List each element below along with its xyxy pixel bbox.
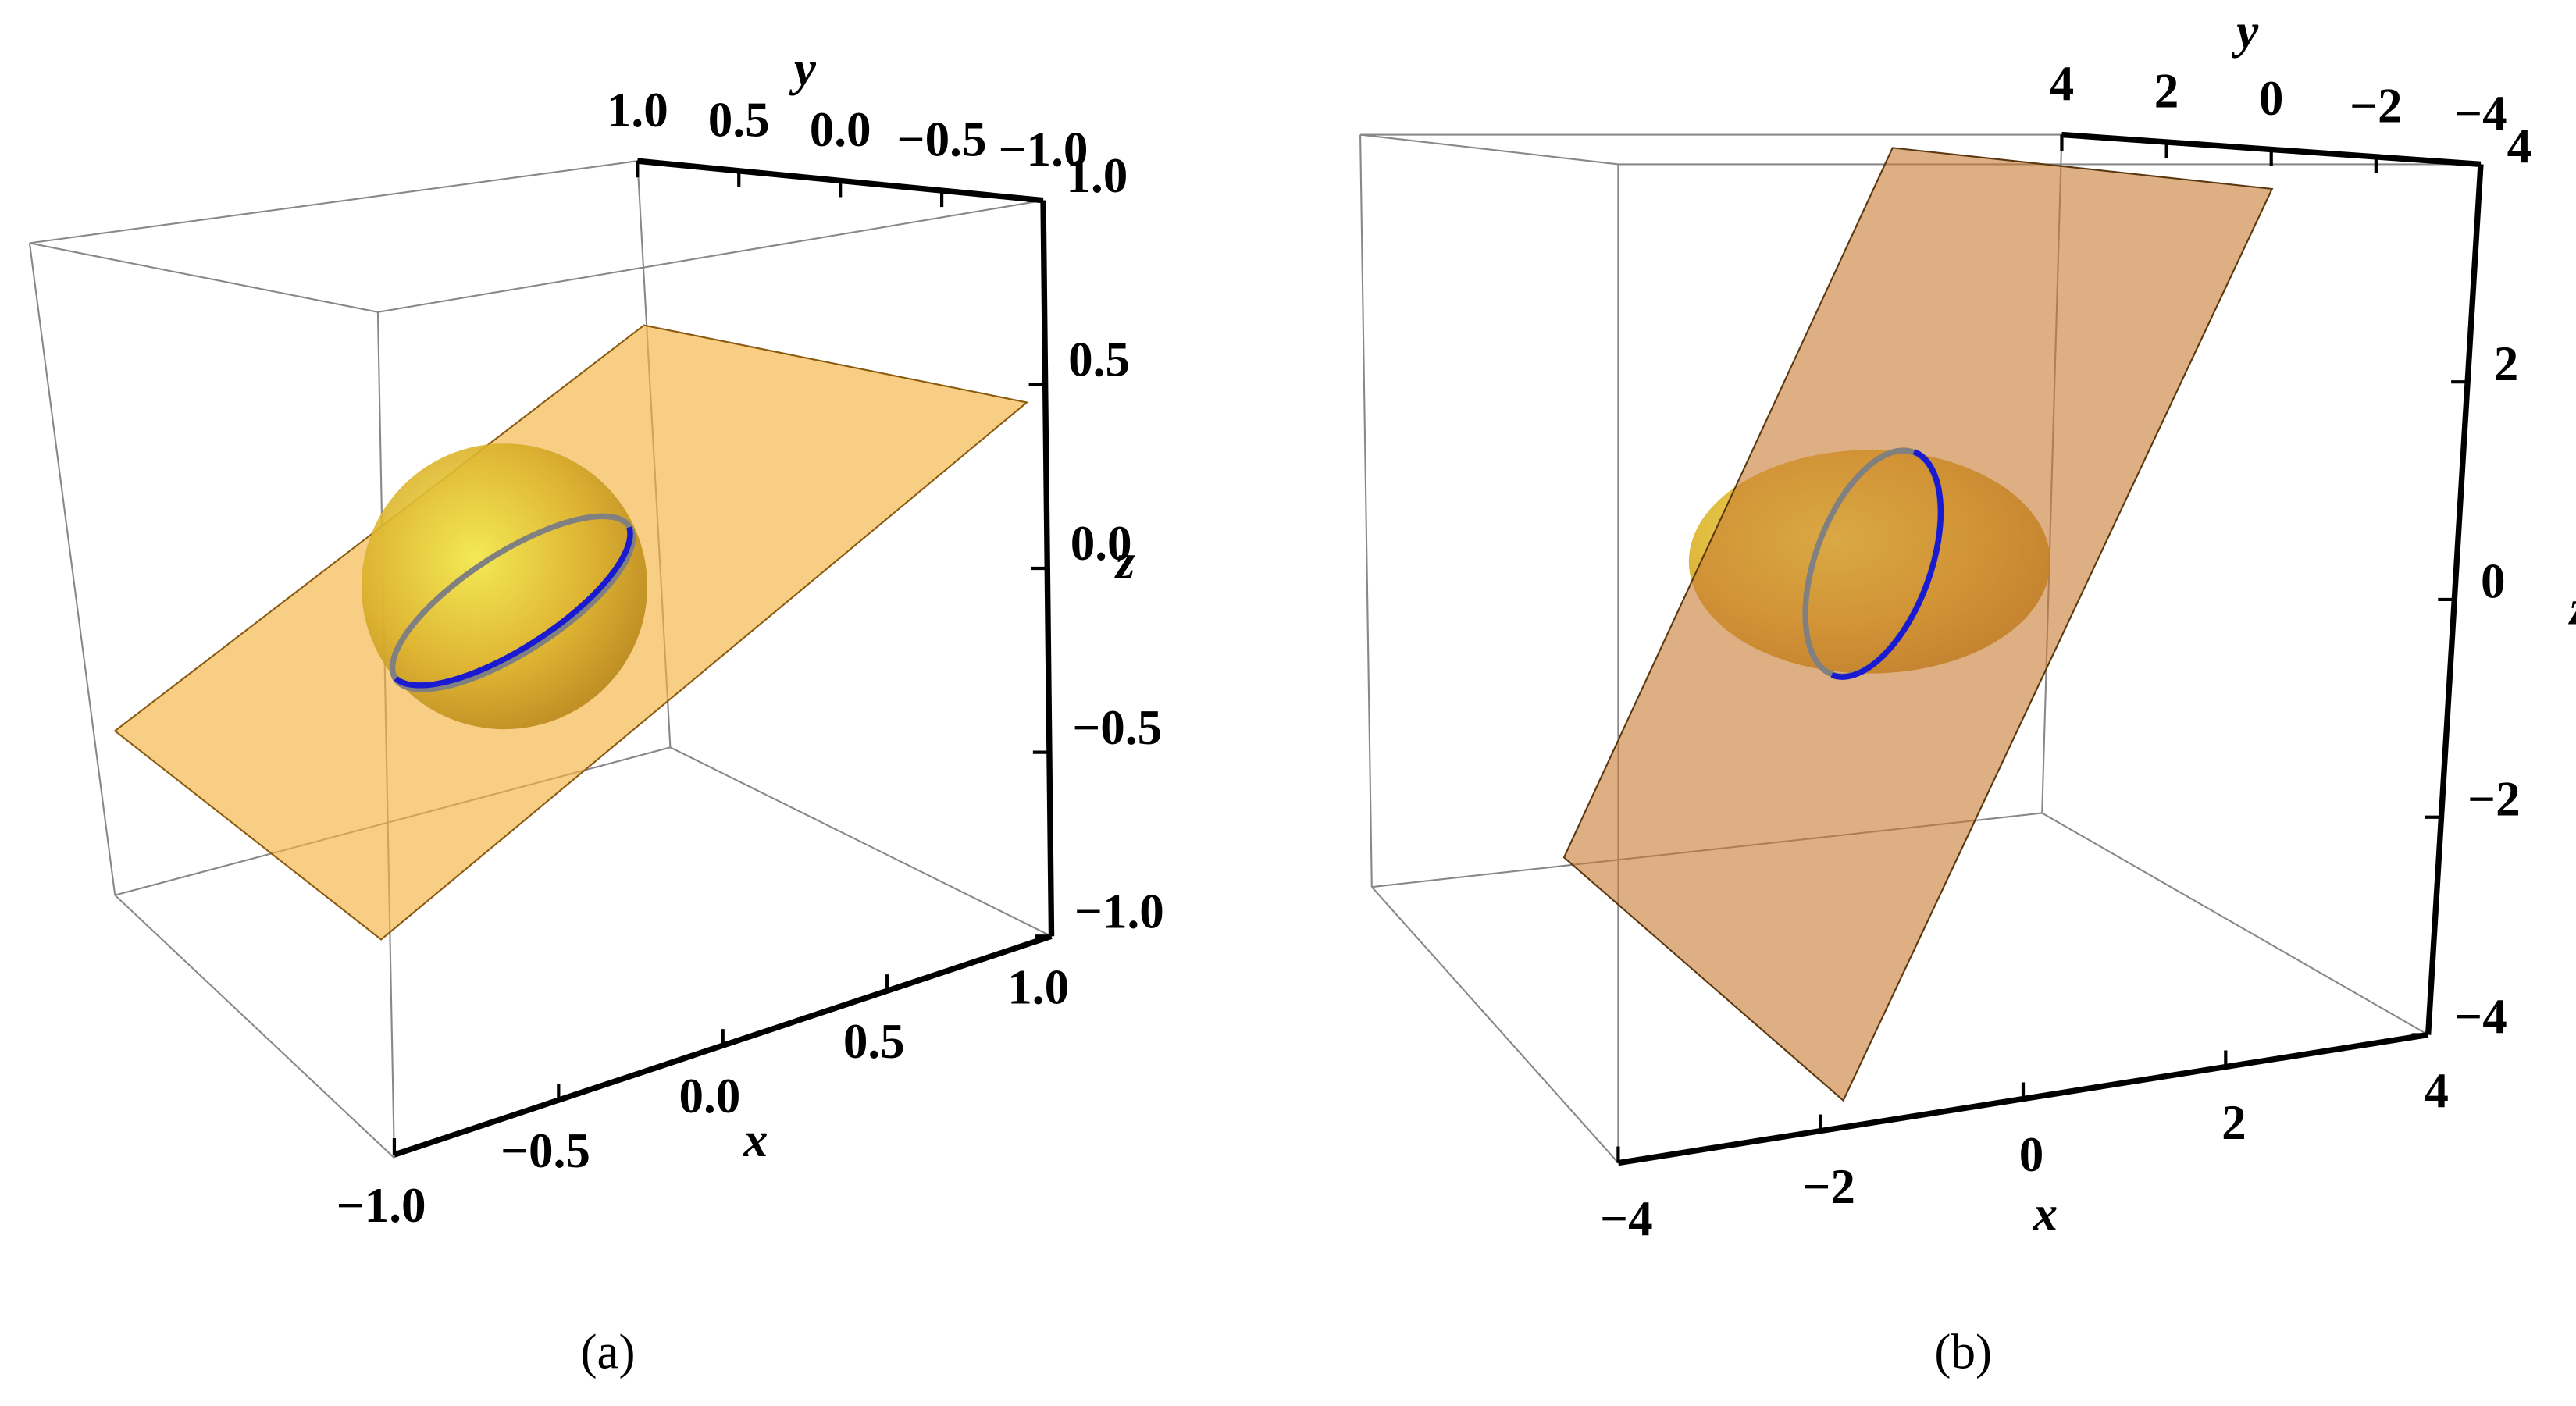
z-tick-label: 4 bbox=[2507, 119, 2532, 173]
x-tick-label: −1.0 bbox=[337, 1178, 426, 1233]
sphere bbox=[361, 443, 647, 730]
caption: (b) bbox=[1934, 1324, 1992, 1379]
intersection-back bbox=[389, 513, 636, 692]
x-tick-label: 0 bbox=[2019, 1127, 2044, 1182]
y-axis-label: y bbox=[2231, 4, 2259, 59]
y-tick-label: −0.5 bbox=[897, 112, 987, 167]
z-tick-label: −2 bbox=[2467, 771, 2521, 826]
caption: (a) bbox=[580, 1324, 635, 1379]
z-tick-label: −0.5 bbox=[1072, 700, 1162, 755]
z-tick-label: 0.5 bbox=[1068, 333, 1130, 387]
z-tick-label: −4 bbox=[2454, 989, 2507, 1044]
y-tick-label: 0.0 bbox=[810, 102, 871, 157]
z-tick-label: 0 bbox=[2481, 554, 2506, 609]
x-tick-label: 0.0 bbox=[679, 1069, 740, 1123]
y-tick-label: 4 bbox=[2050, 56, 2075, 111]
panel-b-scene bbox=[1359, 133, 2482, 1164]
panel-a-scene bbox=[28, 160, 1052, 1159]
z-axis-label: z bbox=[2568, 580, 2576, 635]
x-axis-label: x bbox=[743, 1112, 768, 1167]
x-tick-label: 1.0 bbox=[1007, 959, 1069, 1014]
y-axis-label: y bbox=[789, 41, 817, 96]
x-tick-label: 0.5 bbox=[843, 1014, 905, 1069]
intersection-front bbox=[1830, 449, 1944, 680]
z-axis-label: z bbox=[1114, 534, 1135, 589]
x-tick-label: 2 bbox=[2221, 1095, 2246, 1150]
x-axis-label: x bbox=[2033, 1187, 2058, 1241]
x-tick-label: −4 bbox=[1600, 1191, 1653, 1246]
y-tick-label: −4 bbox=[2454, 86, 2507, 141]
y-tick-label: 1.0 bbox=[607, 83, 668, 137]
y-tick-label: −2 bbox=[2350, 79, 2403, 133]
z-tick-label: 1.0 bbox=[1066, 148, 1128, 203]
y-tick-label: −1.0 bbox=[999, 122, 1088, 176]
x-tick-label: −0.5 bbox=[501, 1123, 590, 1178]
y-tick-label: 0 bbox=[2259, 71, 2284, 126]
z-tick-label: 2 bbox=[2494, 336, 2519, 391]
z-tick-label: −1.0 bbox=[1074, 884, 1164, 938]
x-tick-label: 4 bbox=[2424, 1063, 2449, 1118]
y-tick-label: 2 bbox=[2154, 64, 2179, 119]
plane bbox=[1562, 147, 2274, 1102]
intersection-front bbox=[394, 526, 633, 689]
x-tick-label: −2 bbox=[1802, 1159, 1855, 1214]
y-tick-label: 0.5 bbox=[708, 92, 770, 147]
z-tick-label: 0.0 bbox=[1071, 516, 1132, 571]
